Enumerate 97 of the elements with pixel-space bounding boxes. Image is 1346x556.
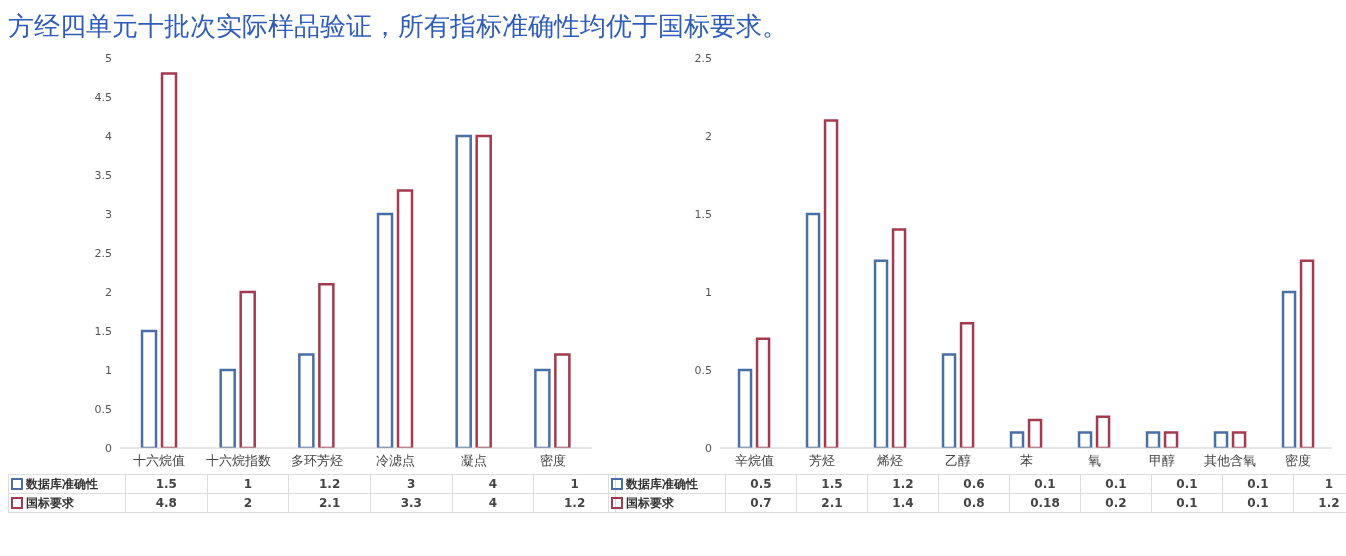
x-tick-label: 密度 (539, 453, 566, 469)
bar (1095, 415, 1111, 448)
data-label: 0.1 (1222, 493, 1294, 513)
bar (318, 282, 335, 448)
bar (219, 368, 236, 448)
x-tick-label: 烯烃 (877, 453, 903, 469)
data-label: 1 (207, 474, 289, 494)
bar (959, 321, 975, 448)
bar (1009, 431, 1025, 448)
x-tick-label: 其他含氧 (1204, 453, 1256, 469)
bar (1231, 431, 1247, 448)
bar (534, 368, 551, 448)
data-label: 4.8 (125, 493, 208, 513)
data-label: 1.5 (125, 474, 208, 494)
x-tick-label: 冷滤点 (375, 453, 415, 469)
legend-label: 数据库准确性 (608, 474, 726, 494)
y-tick-label: 2 (705, 129, 712, 143)
x-tick-label: 苯 (1019, 453, 1033, 469)
x-tick-label: 甲醇 (1149, 453, 1175, 469)
bar (1163, 431, 1179, 448)
data-label: 0.1 (1151, 474, 1223, 494)
bar (1299, 259, 1315, 448)
x-tick-label: 凝点 (461, 453, 487, 469)
y-tick-label: 2.5 (94, 246, 112, 260)
y-tick-label: 1 (105, 363, 112, 377)
data-label: 0.1 (1080, 474, 1152, 494)
y-tick-label: 5 (105, 51, 112, 65)
bar (239, 290, 256, 448)
y-tick-label: 1 (705, 285, 712, 299)
y-tick-label: 2.5 (694, 51, 712, 65)
data-label: 1.2 (288, 474, 371, 494)
y-tick-label: 1.5 (694, 207, 712, 221)
data-label: 0.1 (1009, 474, 1081, 494)
bar (554, 353, 571, 448)
bar (475, 134, 492, 448)
bar (941, 353, 957, 448)
data-label: 1 (533, 474, 616, 494)
y-tick-label: 0.5 (694, 363, 712, 377)
data-label: 3 (370, 474, 453, 494)
bar (891, 228, 907, 448)
bar (823, 119, 839, 448)
data-label: 1 (1293, 474, 1346, 494)
bar (455, 134, 472, 448)
data-label: 1.4 (867, 493, 939, 513)
bar (873, 259, 889, 448)
y-tick-label: 0 (705, 441, 712, 455)
bar (737, 368, 753, 448)
bar (298, 353, 315, 448)
y-tick-label: 0 (105, 441, 112, 455)
bar (1077, 431, 1093, 448)
data-label: 2.1 (288, 493, 371, 513)
legend-label: 国标要求 (8, 493, 126, 513)
y-tick-label: 0.5 (94, 402, 112, 416)
data-label: 1.2 (867, 474, 939, 494)
x-tick-label: 芳烃 (809, 453, 835, 469)
data-label: 0.18 (1009, 493, 1081, 513)
data-label: 1.5 (796, 474, 868, 494)
x-tick-label: 多环芳烃 (290, 453, 343, 469)
x-tick-label: 辛烷值 (734, 453, 774, 469)
data-label: 0.2 (1080, 493, 1152, 513)
chart-title: 方经四单元十批次实际样品验证，所有指标准确性均优于国标要求。 (8, 10, 789, 43)
bar (1213, 431, 1229, 448)
x-tick-label: 乙醇 (945, 453, 971, 469)
bar (1027, 418, 1043, 448)
data-label: 2 (207, 493, 289, 513)
y-tick-label: 2 (105, 285, 112, 299)
data-label: 3.3 (370, 493, 453, 513)
bar (805, 212, 821, 448)
bar (140, 329, 158, 448)
bar (396, 189, 414, 448)
data-label: 0.8 (938, 493, 1010, 513)
bar (755, 337, 771, 448)
data-label: 0.7 (725, 493, 797, 513)
legend-label: 国标要求 (608, 493, 726, 513)
data-label: 1.2 (533, 493, 616, 513)
y-tick-label: 1.5 (94, 324, 112, 338)
y-tick-label: 4.5 (94, 90, 112, 104)
data-label: 0.1 (1151, 493, 1223, 513)
y-tick-label: 3.5 (94, 168, 112, 182)
data-label: 0.5 (725, 474, 797, 494)
data-label: 0.1 (1222, 474, 1294, 494)
legend-label: 数据库准确性 (8, 474, 126, 494)
data-label: 0.6 (938, 474, 1010, 494)
y-tick-label: 4 (105, 129, 112, 143)
bar (1281, 290, 1297, 448)
data-label: 4 (452, 474, 534, 494)
y-tick-label: 3 (105, 207, 112, 221)
x-tick-label: 十六烷值 (133, 453, 186, 469)
data-label: 1.2 (1293, 493, 1346, 513)
bar (376, 212, 394, 448)
data-label: 2.1 (796, 493, 868, 513)
data-label: 4 (452, 493, 534, 513)
bar (160, 72, 178, 448)
x-tick-label: 密度 (1285, 453, 1311, 469)
x-tick-label: 十六烷指数 (205, 453, 271, 469)
x-tick-label: 氧 (1087, 453, 1101, 469)
bar (1145, 431, 1161, 448)
